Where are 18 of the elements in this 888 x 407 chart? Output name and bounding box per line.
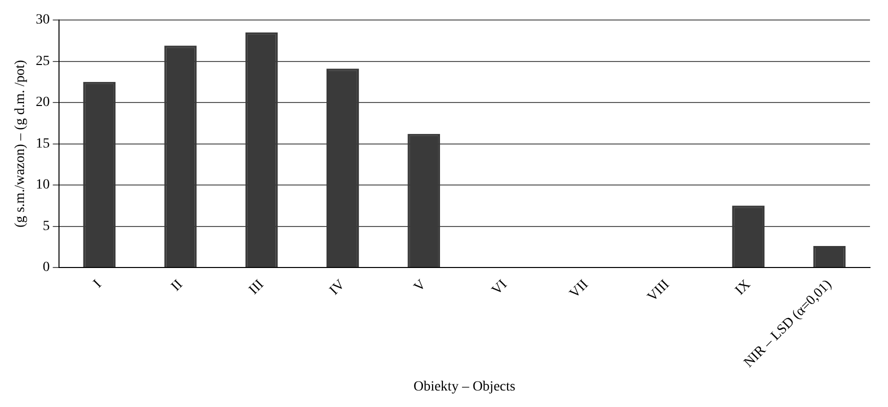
x-tick-label: V <box>412 277 430 296</box>
x-tick-label: VIII <box>644 277 673 305</box>
x-tick-label: III <box>246 277 268 298</box>
x-tick-label: IX <box>732 277 754 298</box>
x-tick-label: VI <box>489 277 511 298</box>
y-tick-label: 30 <box>36 12 50 28</box>
y-tick-label: 0 <box>42 260 50 276</box>
x-tick-label: I <box>90 277 106 292</box>
x-tick-label: II <box>168 277 186 294</box>
y-tick-label: 20 <box>36 95 50 110</box>
y-tick-label: 15 <box>36 136 50 152</box>
y-axis-title: (g s.m./wazon) – (g d.m. /pot) <box>13 60 28 228</box>
y-tick-label: 25 <box>36 54 50 69</box>
y-tick-label: 10 <box>36 178 50 193</box>
x-tick-label: IV <box>327 277 348 298</box>
x-axis-title: Obiekty – Objects <box>413 379 516 394</box>
y-tick-label: 5 <box>42 218 50 234</box>
x-tick-label: VII <box>567 277 592 302</box>
